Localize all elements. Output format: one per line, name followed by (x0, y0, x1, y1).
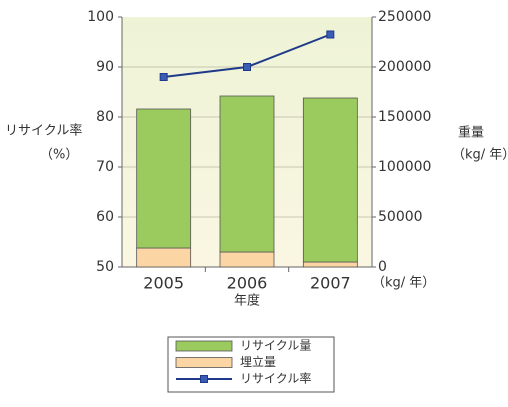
x-label: 年度 (234, 293, 260, 309)
bar (219, 95, 275, 253)
y2-tick-label: 250000 (378, 9, 431, 25)
y-tick-label: 60 (96, 209, 114, 225)
x-tick-label: 2006 (227, 274, 268, 293)
marker (326, 30, 335, 39)
legend-label: リサイクル量 (240, 339, 311, 353)
bar (219, 251, 275, 268)
marker (243, 63, 251, 71)
y2-label: 重量 (458, 125, 484, 141)
y2-tick-label: 150000 (378, 109, 431, 125)
y-label: リサイクル率 (5, 123, 82, 139)
y-tick-label: 50 (96, 259, 114, 275)
legend-marker (200, 375, 208, 383)
bar (136, 247, 192, 268)
legend-swatch (175, 357, 233, 368)
y2-unit: （kg/ 年） (372, 276, 435, 291)
y2-tick-label: 200000 (378, 59, 431, 75)
marker (159, 73, 168, 81)
y2-tick-label: 100000 (378, 159, 431, 175)
y-tick-label: 80 (96, 109, 114, 125)
y2-tick-label: 0 (378, 259, 387, 275)
legend-label: リサイクル率 (240, 371, 311, 386)
y2-label-unit: （kg/ 年） (452, 148, 508, 163)
y-tick-label: 70 (96, 159, 114, 175)
x-tick-label: 2005 (143, 274, 184, 293)
bar (136, 108, 192, 249)
y-tick-label: 90 (96, 59, 114, 75)
legend-swatch (175, 340, 233, 352)
bar (302, 261, 358, 268)
y2-tick-label: 50000 (378, 209, 423, 225)
x-tick-label: 2007 (310, 274, 351, 293)
bar (302, 97, 358, 263)
y-tick-label: 100 (87, 9, 114, 25)
legend-label: 埋立量 (240, 354, 276, 369)
y-label-unit: （%） (40, 148, 78, 163)
